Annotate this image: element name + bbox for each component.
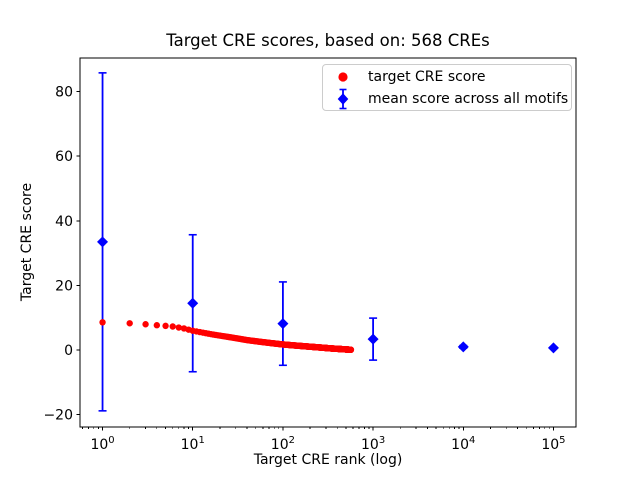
svg-text:80: 80 <box>55 85 73 101</box>
y-axis-label: Target CRE score <box>19 182 35 302</box>
svg-text:60: 60 <box>55 149 73 165</box>
svg-text:102: 102 <box>271 435 295 453</box>
red-circle-icon <box>323 67 363 87</box>
blue-diamond-errorbar-icon <box>323 88 363 110</box>
mean-score-point <box>277 281 289 367</box>
mean-score-point <box>187 233 199 373</box>
svg-text:100: 100 <box>90 435 114 453</box>
plot-border <box>79 57 577 428</box>
target-score-series <box>99 319 355 353</box>
legend-item-mean-score: mean score across all motifs <box>323 88 571 110</box>
mean-score-point <box>457 341 469 353</box>
svg-text:0: 0 <box>64 343 73 359</box>
svg-text:40: 40 <box>55 214 73 230</box>
svg-text:101: 101 <box>181 435 205 453</box>
svg-text:105: 105 <box>541 435 565 453</box>
legend: target CRE score mean score across all m… <box>322 64 572 111</box>
mean-score-series <box>97 72 559 412</box>
y-axis-ticks: −20 0 20 40 60 80 <box>43 85 80 424</box>
mean-score-point <box>97 72 109 412</box>
x-axis-label: Target CRE rank (log) <box>253 452 403 468</box>
legend-item-target-score: target CRE score <box>323 66 571 88</box>
legend-label: mean score across all motifs <box>368 90 569 107</box>
svg-text:103: 103 <box>361 435 385 453</box>
mean-score-point <box>367 317 379 361</box>
mean-score-point <box>547 342 559 354</box>
chart-title: Target CRE scores, based on: 568 CREs <box>166 31 490 50</box>
svg-text:20: 20 <box>55 278 73 294</box>
svg-text:104: 104 <box>451 435 475 453</box>
legend-label: target CRE score <box>368 68 486 85</box>
svg-text:−20: −20 <box>43 408 73 424</box>
x-axis-ticks: 100 101 102 103 104 105 <box>82 427 566 453</box>
